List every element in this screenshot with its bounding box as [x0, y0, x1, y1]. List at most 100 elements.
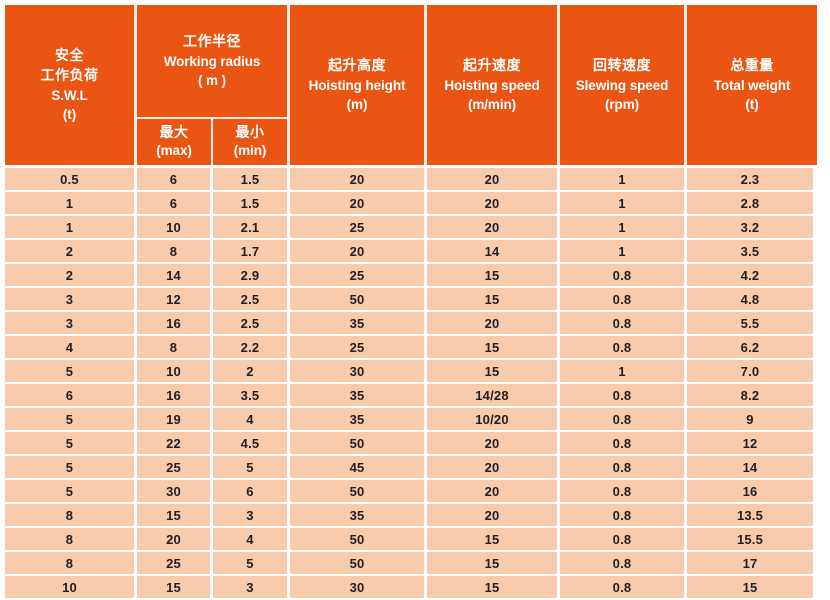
- cell-total-weight: 8.2: [740, 387, 760, 403]
- cell-total-weight: 13.5: [736, 507, 764, 523]
- hoisting-height-label-en: Hoisting height: [308, 77, 406, 93]
- total-weight-label-en: Total weight: [713, 77, 791, 93]
- table-body: 0.5 6 1.5 20 20 1 2.3 1 6 1.5 20 20 1 2.8 1 10 2.1 25 20 1 3…: [5, 168, 813, 600]
- cell-hoisting-height: 20: [290, 192, 427, 214]
- cell-radius-max: 16: [137, 312, 213, 334]
- cell-slewing-speed: 0.8: [560, 336, 687, 358]
- cell-radius-min: 4: [213, 528, 290, 550]
- hoisting-speed-label-en: Hoisting speed: [444, 77, 540, 93]
- cell-hoisting-speed: 20: [427, 456, 560, 478]
- table-row: 5 22 4.5 50 20 0.8 12: [5, 432, 813, 454]
- cell-hoisting-height: 50: [290, 432, 427, 454]
- swl-unit: (t): [62, 106, 77, 122]
- table-row: 10 15 3 30 15 0.8 15: [5, 576, 813, 598]
- total-weight-label-cn: 总重量: [730, 56, 774, 73]
- slewing-speed-label-en: Slewing speed: [575, 77, 669, 93]
- slewing-speed-unit: (rpm): [605, 96, 639, 112]
- cell-total-weight: 14: [742, 459, 758, 475]
- radius-label-cn: 工作半径: [183, 32, 241, 49]
- cell-radius-max: 20: [137, 528, 213, 550]
- cell-swl: 5: [5, 456, 137, 478]
- swl-label-cn-1: 安全: [55, 46, 84, 63]
- cell-radius-min: 3.5: [213, 384, 290, 406]
- table-row: 1 6 1.5 20 20 1 2.8: [5, 192, 813, 214]
- radius-label-en: Working radius: [163, 53, 261, 69]
- column-header-working-radius: 工作半径 Working radius ( m ) 最大 (max) 最小 (m…: [137, 5, 290, 165]
- cell-swl: 5: [5, 408, 137, 430]
- cell-slewing-speed: 0.8: [560, 504, 687, 526]
- cell-swl: 3: [5, 312, 137, 334]
- cell-radius-min: 6: [213, 480, 290, 502]
- cell-radius-min: 1.5: [213, 192, 290, 214]
- table-row: 8 20 4 50 15 0.8 15.5: [5, 528, 813, 550]
- cell-radius-min: 2: [213, 360, 290, 382]
- cell-swl: 3: [5, 288, 137, 310]
- table-row: 5 19 4 35 10/20 0.8 9: [5, 408, 813, 430]
- total-weight-unit: (t): [745, 96, 759, 112]
- cell-radius-max: 30: [137, 480, 213, 502]
- working-radius-group-label: 工作半径 Working radius ( m ): [137, 5, 287, 117]
- table-row: 2 8 1.7 20 14 1 3.5: [5, 240, 813, 262]
- cell-swl: 8: [5, 504, 137, 526]
- cell-hoisting-speed: 20: [427, 504, 560, 526]
- cell-radius-max: 15: [137, 576, 213, 598]
- table-row: 5 25 5 45 20 0.8 14: [5, 456, 813, 478]
- cell-radius-max: 14: [137, 264, 213, 286]
- column-header-swl: 安全 工作负荷 S.W.L (t): [5, 5, 137, 165]
- cell-swl: 2: [5, 240, 137, 262]
- cell-hoisting-speed: 14/28: [427, 384, 560, 406]
- cell-hoisting-height: 25: [290, 216, 427, 238]
- cell-radius-max: 22: [137, 432, 213, 454]
- cell-slewing-speed: 1: [560, 168, 687, 190]
- swl-label-cn-2: 工作负荷: [40, 66, 99, 83]
- slewing-speed-label-cn: 回转速度: [593, 56, 651, 73]
- cell-radius-min: 2.5: [213, 312, 290, 334]
- cell-slewing-speed: 0.8: [560, 312, 687, 334]
- subcolumn-header-radius-min: 最小 (min): [213, 119, 287, 165]
- cell-hoisting-height: 50: [290, 552, 427, 574]
- cell-hoisting-speed: 20: [427, 216, 560, 238]
- swl-label-en: S.W.L: [51, 87, 88, 103]
- cell-radius-max: 8: [137, 240, 213, 262]
- table-row: 5 10 2 30 15 1 7.0: [5, 360, 813, 382]
- cell-hoisting-height: 20: [290, 168, 427, 190]
- cell-swl: 2: [5, 264, 137, 286]
- cell-radius-min: 1.7: [213, 240, 290, 262]
- cell-total-weight: 3.5: [740, 243, 760, 259]
- cell-total-weight: 16: [742, 483, 758, 499]
- cell-swl: 1: [5, 192, 137, 214]
- cell-hoisting-speed: 20: [427, 192, 560, 214]
- cell-slewing-speed: 0.8: [560, 480, 687, 502]
- cell-hoisting-speed: 20: [427, 432, 560, 454]
- cell-hoisting-height: 20: [290, 240, 427, 262]
- radius-min-label-cn: 最小: [235, 124, 265, 141]
- cell-slewing-speed: 1: [560, 240, 687, 262]
- column-header-slewing-speed: 回转速度 Slewing speed (rpm): [560, 5, 687, 165]
- cell-total-weight: 5.5: [740, 315, 760, 331]
- table-row: 5 30 6 50 20 0.8 16: [5, 480, 813, 502]
- cell-total-weight: 4.8: [740, 291, 760, 307]
- cell-radius-min: 3: [213, 504, 290, 526]
- cell-swl: 10: [5, 576, 137, 598]
- cell-hoisting-height: 35: [290, 504, 427, 526]
- table-row: 6 16 3.5 35 14/28 0.8 8.2: [5, 384, 813, 406]
- cell-hoisting-height: 35: [290, 312, 427, 334]
- table-row: 8 15 3 35 20 0.8 13.5: [5, 504, 813, 526]
- cell-total-weight: 2.8: [740, 195, 760, 211]
- hoisting-speed-unit: (m/min): [467, 96, 517, 112]
- cell-radius-max: 25: [137, 552, 213, 574]
- cell-swl: 8: [5, 552, 137, 574]
- cell-hoisting-speed: 15: [427, 528, 560, 550]
- cell-hoisting-speed: 20: [427, 168, 560, 190]
- cell-total-weight: 3.2: [740, 219, 760, 235]
- cell-swl: 6: [5, 384, 137, 406]
- cell-hoisting-speed: 15: [427, 576, 560, 598]
- cell-hoisting-height: 45: [290, 456, 427, 478]
- cell-radius-min: 4.5: [213, 432, 290, 454]
- table-row: 3 12 2.5 50 15 0.8 4.8: [5, 288, 813, 310]
- cell-slewing-speed: 0.8: [560, 384, 687, 406]
- cell-radius-max: 8: [137, 336, 213, 358]
- table-header-row: 安全 工作负荷 S.W.L (t) 工作半径 Working radius ( …: [5, 5, 817, 165]
- cell-radius-max: 6: [137, 192, 213, 214]
